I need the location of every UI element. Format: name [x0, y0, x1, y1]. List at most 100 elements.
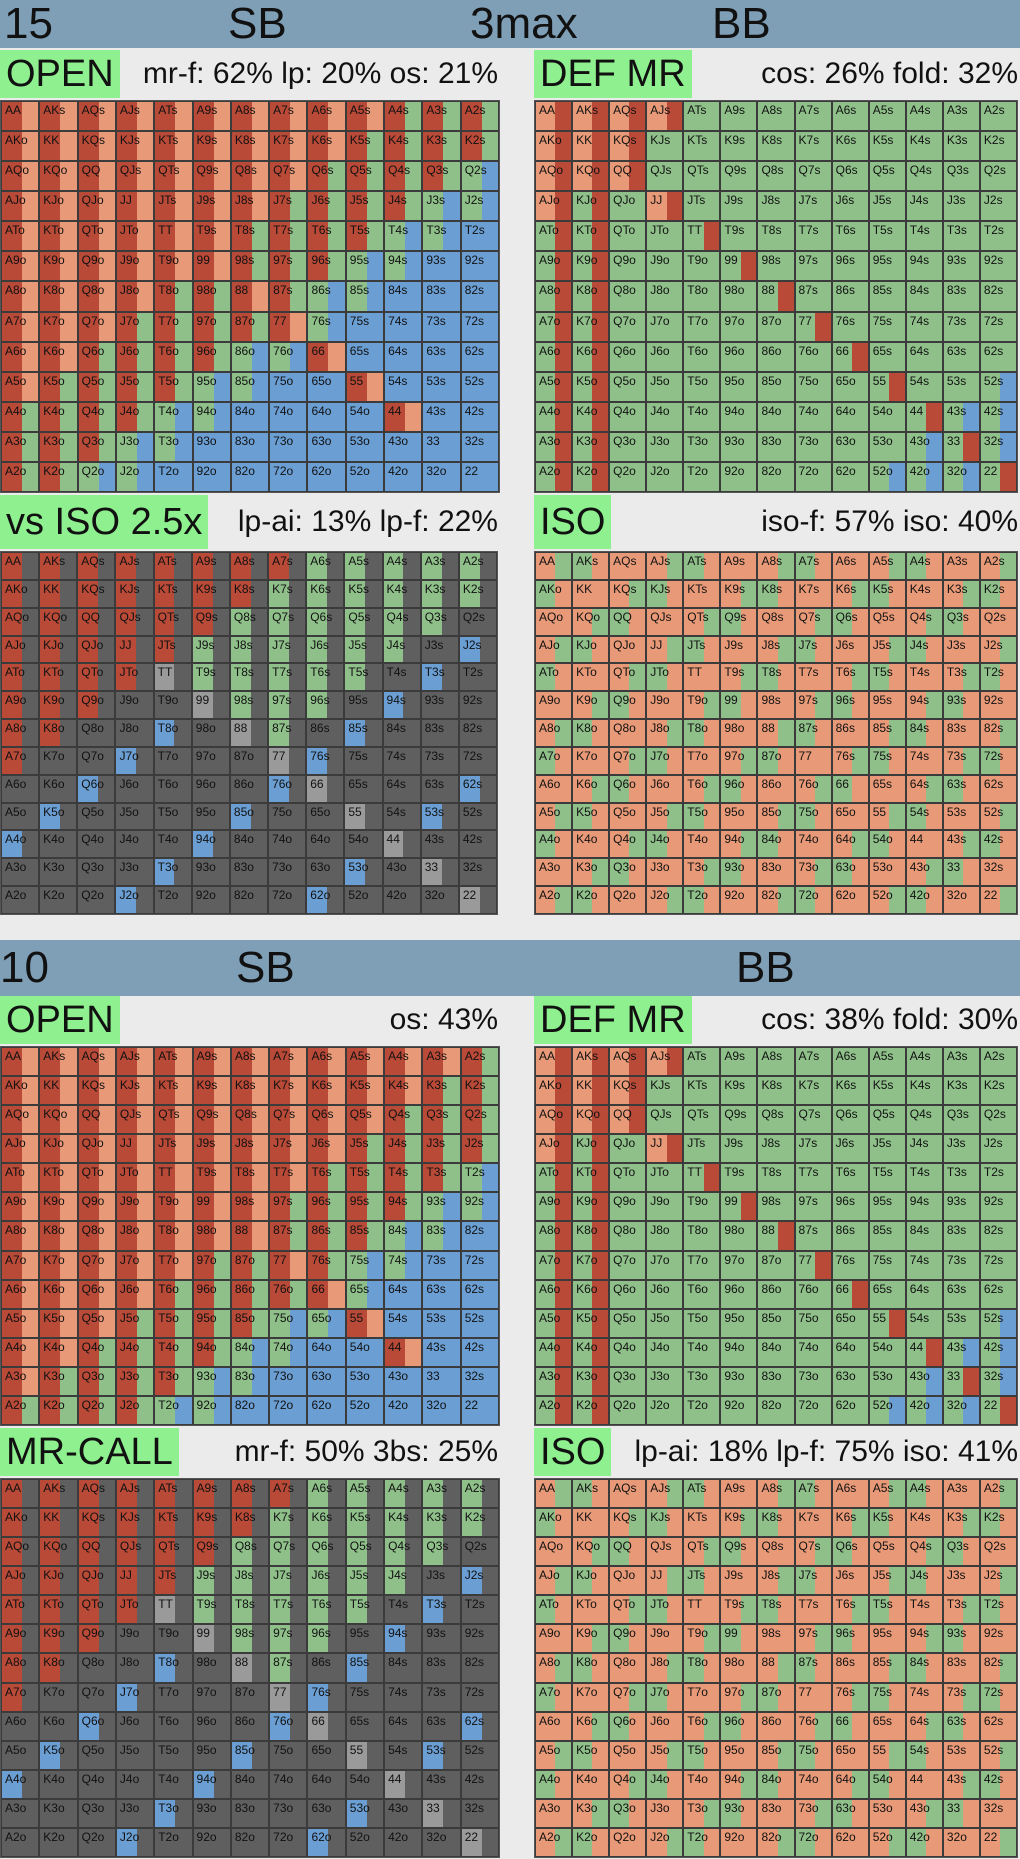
hand-label: A3s — [947, 1481, 968, 1495]
hand-cell: AQo — [535, 1105, 573, 1135]
hand-label: A2s — [465, 103, 486, 117]
hand-label: K8o — [43, 1223, 64, 1237]
hand-cell: 55 — [345, 371, 385, 402]
hand-label: J3o — [650, 1369, 669, 1383]
hand-cell: 62s — [460, 341, 499, 372]
hand-cell: 53o — [868, 1798, 906, 1828]
hand-label: J3s — [947, 1136, 966, 1150]
hand-label: 95s — [350, 1626, 369, 1640]
hand-label: 53s — [947, 374, 966, 388]
hand-cell: AQs — [77, 552, 116, 580]
hand-cell: A8o — [1, 281, 40, 312]
hand-cell: 63o — [831, 431, 869, 462]
hand-cell: Q4s — [905, 1105, 943, 1135]
hand-cell: J3s — [942, 1134, 980, 1164]
hand-label: 32s — [465, 434, 484, 448]
hand-cell: 77 — [269, 1250, 308, 1280]
hand-cell: A8s — [230, 1047, 270, 1077]
hand-label: 75o — [799, 374, 819, 388]
hand-label: A5s — [350, 1481, 371, 1495]
hand-cell: AJo — [1, 1566, 40, 1596]
hand-cell: 76o — [794, 774, 832, 803]
hand-cell: A2s — [460, 101, 499, 132]
hand-cell: 96o — [720, 1711, 758, 1741]
hand-cell: J8s — [757, 1566, 795, 1596]
hand-cell: K7s — [794, 1076, 832, 1106]
hand-label: K4o — [43, 404, 64, 418]
hand-cell: 55 — [345, 1308, 385, 1338]
hand-cell: 53s — [942, 1740, 980, 1770]
hand-label: TT — [687, 1597, 702, 1611]
hand-label: 94s — [910, 693, 929, 707]
hand-label: Q6o — [81, 777, 104, 791]
hand-label: 52o — [350, 1398, 370, 1412]
hand-label: J2o — [120, 464, 139, 478]
hand-label: T6o — [687, 1282, 708, 1296]
hand-cell: Q8o — [77, 1221, 116, 1251]
hand-label: J4s — [910, 1568, 929, 1582]
hand-cell: 85s — [345, 1653, 385, 1683]
hand-label: 42s — [984, 404, 1003, 418]
hand-cell: J5s — [344, 635, 383, 664]
hand-cell: 54o — [868, 1769, 906, 1799]
hand-label: KTs — [158, 133, 178, 147]
hand-cell: 88 — [230, 1221, 270, 1251]
hand-label: Q5o — [82, 1743, 105, 1757]
hand-cell: 64o — [831, 401, 869, 432]
hand-label: 74o — [273, 1340, 293, 1354]
hand-label: 92s — [984, 1194, 1003, 1208]
hand-label: T4s — [388, 1597, 408, 1611]
hand-label: KTs — [158, 1510, 178, 1524]
hand-label: 82s — [463, 721, 482, 735]
hand-cell: 87o — [230, 1250, 270, 1280]
hand-cell: J3s — [422, 191, 461, 222]
hand-label: 63s — [426, 1282, 445, 1296]
hand-label: T2o — [687, 1398, 708, 1412]
hand-cell: 98s — [230, 1624, 270, 1654]
hand-cell: 73o — [794, 431, 832, 462]
hand-label: T5s — [873, 665, 893, 679]
hand-label: K5s — [348, 582, 369, 596]
hand-cell: AKs — [572, 1047, 610, 1077]
hand-cell: 42s — [979, 830, 1017, 859]
hand-label: TT — [687, 1165, 702, 1179]
hand-cell: Q3s — [422, 1537, 461, 1567]
hand-label: Q7o — [82, 1253, 105, 1267]
hand-cell: J3o — [115, 431, 155, 462]
hand-cell: A6s — [307, 1479, 346, 1509]
hand-label: A9s — [197, 103, 218, 117]
hand-label: QQ — [82, 1539, 101, 1553]
hand-label: J4o — [650, 1772, 669, 1786]
hand-label: JTo — [650, 1165, 669, 1179]
hand-cell: 96s — [831, 691, 869, 720]
hand-label: 52s — [984, 1311, 1003, 1325]
hand-cell: QJo — [77, 635, 116, 664]
hand-cell: 77 — [794, 1682, 832, 1712]
hand-cell: K7o — [572, 311, 610, 342]
hand-label: 84o — [234, 832, 254, 846]
hand-label: 62s — [984, 1714, 1003, 1728]
hand-cell: K4s — [905, 1076, 943, 1106]
hand-cell: J9o — [646, 1192, 684, 1222]
hand-label: Q6s — [836, 1539, 858, 1553]
hand-label: 32s — [984, 1801, 1003, 1815]
hand-label: 54s — [910, 1311, 929, 1325]
hand-cell: K6o — [39, 341, 78, 372]
hand-cell: A3o — [1, 1366, 40, 1396]
hand-cell: K6o — [39, 1711, 78, 1741]
hand-cell: 77 — [794, 1250, 832, 1280]
hand-cell: 86s — [307, 281, 346, 312]
hand-cell: 97o — [720, 311, 758, 342]
hand-label: 75o — [799, 805, 819, 819]
hand-label: A8s — [761, 554, 782, 568]
hand-label: 64o — [311, 1772, 331, 1786]
hand-label: 99 — [197, 253, 210, 267]
hand-label: K5o — [43, 1311, 64, 1325]
hand-label: J9o — [650, 1626, 669, 1640]
hand-cell: Q4o — [77, 401, 116, 432]
hand-label: Q3s — [426, 1539, 448, 1553]
hand-label: 73s — [426, 1685, 445, 1699]
hand-cell: 53s — [942, 1308, 980, 1338]
hand-label: A4s — [910, 103, 931, 117]
hand-cell: 32s — [458, 858, 497, 887]
